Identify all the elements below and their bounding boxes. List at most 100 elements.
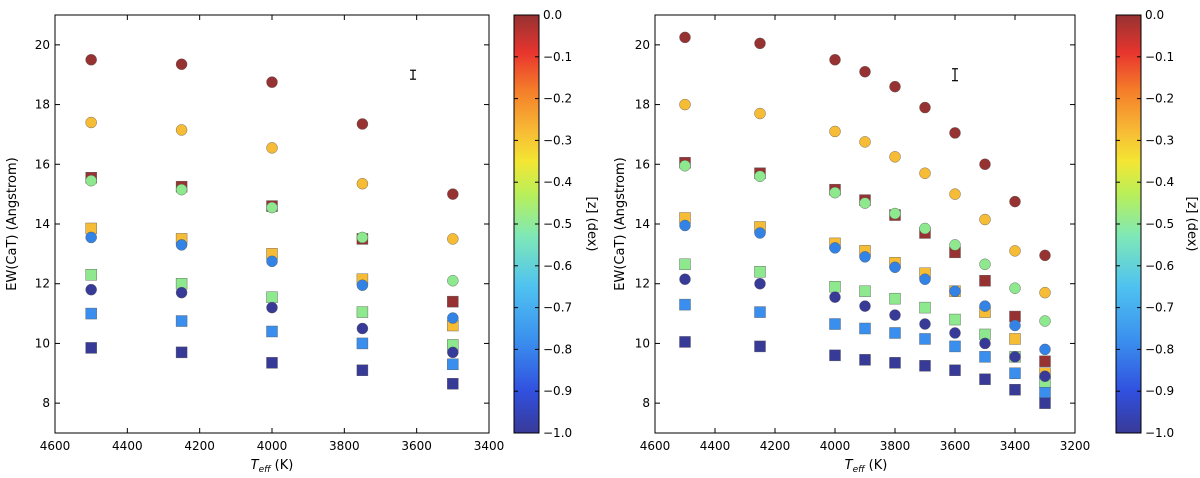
- x-tick-label: 3200: [1060, 439, 1091, 453]
- square-marker: [754, 340, 766, 353]
- colorbar-tick-label: −0.5: [1145, 217, 1174, 231]
- circle-marker: [356, 231, 369, 244]
- colorbar-tick-label: −0.1: [543, 50, 572, 64]
- circle-marker: [85, 231, 97, 244]
- circle-marker: [266, 76, 278, 88]
- colorbar-tick-label: −0.8: [1145, 342, 1174, 356]
- circle-marker: [447, 312, 459, 324]
- colorbar-gradient: [513, 14, 540, 434]
- circle-marker: [919, 222, 931, 235]
- colorbar-tick-label: −0.2: [1145, 92, 1174, 106]
- y-tick-label: 12: [635, 277, 650, 291]
- square-marker: [919, 301, 931, 314]
- circle-marker: [949, 239, 961, 251]
- circle-marker: [1009, 245, 1021, 257]
- square-marker: [829, 349, 841, 362]
- y-tick-label: 10: [35, 336, 50, 350]
- y-tick-label: 16: [635, 157, 650, 171]
- circle-marker: [447, 275, 459, 287]
- circle-marker: [919, 273, 931, 285]
- circle-marker: [754, 107, 766, 120]
- circle-marker: [919, 101, 931, 114]
- circle-marker: [859, 136, 871, 148]
- x-tick-label: 3800: [880, 439, 911, 453]
- y-tick-label: 12: [35, 277, 50, 291]
- square-marker: [85, 307, 97, 320]
- x-tick-label: 3800: [329, 439, 360, 453]
- circle-marker: [859, 251, 871, 263]
- x-tick-label: 4400: [112, 439, 143, 453]
- square-marker: [447, 358, 459, 371]
- colorbar-tick-label: −0.5: [543, 217, 572, 231]
- colorbar-tick-label: −0.9: [543, 384, 572, 398]
- y-tick-label: 16: [35, 157, 50, 171]
- y-axis-label: EW(CaT) (Angstrom): [613, 157, 628, 290]
- square-marker: [829, 318, 841, 330]
- x-tick-label: 3600: [401, 439, 432, 453]
- circle-marker: [175, 286, 188, 299]
- colorbar-tick-label: 0.0: [543, 8, 562, 22]
- circle-marker: [679, 160, 691, 172]
- colorbar-label: [z] (dex): [1184, 197, 1199, 252]
- circle-marker: [979, 258, 991, 271]
- circle-marker: [175, 58, 188, 70]
- y-tick-label: 14: [635, 217, 650, 231]
- x-tick-label: 4400: [700, 439, 731, 453]
- square-marker: [1039, 397, 1051, 409]
- y-axis-label: EW(CaT) (Angstrom): [5, 157, 20, 290]
- circle-marker: [754, 278, 766, 290]
- x-tick-label: 3400: [1000, 439, 1031, 453]
- circle-marker: [829, 186, 841, 199]
- colorbar-tick-label: −0.6: [543, 259, 572, 273]
- circle-marker: [447, 233, 459, 245]
- circle-marker: [919, 167, 931, 179]
- square-marker: [679, 336, 691, 348]
- square-marker: [889, 292, 901, 305]
- colorbar-tick-label: 0.0: [1145, 8, 1164, 22]
- circle-marker: [859, 300, 871, 312]
- square-marker: [266, 325, 278, 338]
- circle-marker: [949, 127, 961, 139]
- circle-marker: [85, 54, 97, 66]
- circle-marker: [979, 213, 991, 226]
- circle-marker: [85, 283, 97, 296]
- colorbar-tick-label: −0.3: [1145, 133, 1174, 147]
- colorbar-tick-label: −0.2: [543, 92, 572, 106]
- x-tick-label: 4200: [760, 439, 791, 453]
- square-marker: [859, 322, 871, 335]
- right-chart: 8 10 12 14 16 18 20 4600 4400 4200 4000 3800 3600 34…: [613, 14, 1091, 475]
- colorbar-tick-label: −1.0: [1145, 426, 1174, 440]
- circle-marker: [679, 31, 691, 44]
- circle-marker: [889, 261, 901, 273]
- y-tick-label: 20: [35, 38, 50, 52]
- x-tick-label: 4600: [640, 439, 671, 453]
- colorbar-tick-label: −0.4: [543, 175, 572, 189]
- circle-marker: [889, 151, 901, 163]
- x-tick-label: 4200: [184, 439, 215, 453]
- circle-marker: [266, 301, 278, 314]
- x-axis-label: Teff (K): [251, 458, 294, 475]
- circle-marker: [85, 175, 97, 187]
- circle-marker: [679, 219, 691, 232]
- circle-marker: [356, 118, 369, 130]
- square-marker: [356, 306, 369, 318]
- circle-marker: [1009, 195, 1021, 208]
- circle-marker: [754, 37, 766, 50]
- circle-marker: [1039, 315, 1051, 327]
- square-marker: [1039, 386, 1051, 399]
- square-marker: [85, 342, 97, 354]
- square-marker: [356, 337, 369, 350]
- square-marker: [859, 285, 871, 297]
- square-marker: [754, 266, 766, 278]
- colorbar-tick-label: −0.1: [1145, 50, 1174, 64]
- left-chart: 8 10 12 14 16 18 20 4600 4400 4200 4000 3800 3600 34…: [5, 14, 504, 475]
- circle-marker: [85, 116, 97, 129]
- circle-marker: [1009, 282, 1021, 294]
- circle-marker: [979, 337, 991, 350]
- y-tick-label: 14: [35, 217, 50, 231]
- y-tick-label: 18: [635, 98, 650, 112]
- circle-marker: [1039, 343, 1051, 356]
- circle-marker: [1039, 249, 1051, 262]
- circle-marker: [829, 242, 841, 254]
- colorbar-left: 0.0 −0.1 −0.2 −0.3 −0.4 −0.5 −0.6 −0.7 −0.8 −0.9 −…: [513, 8, 599, 440]
